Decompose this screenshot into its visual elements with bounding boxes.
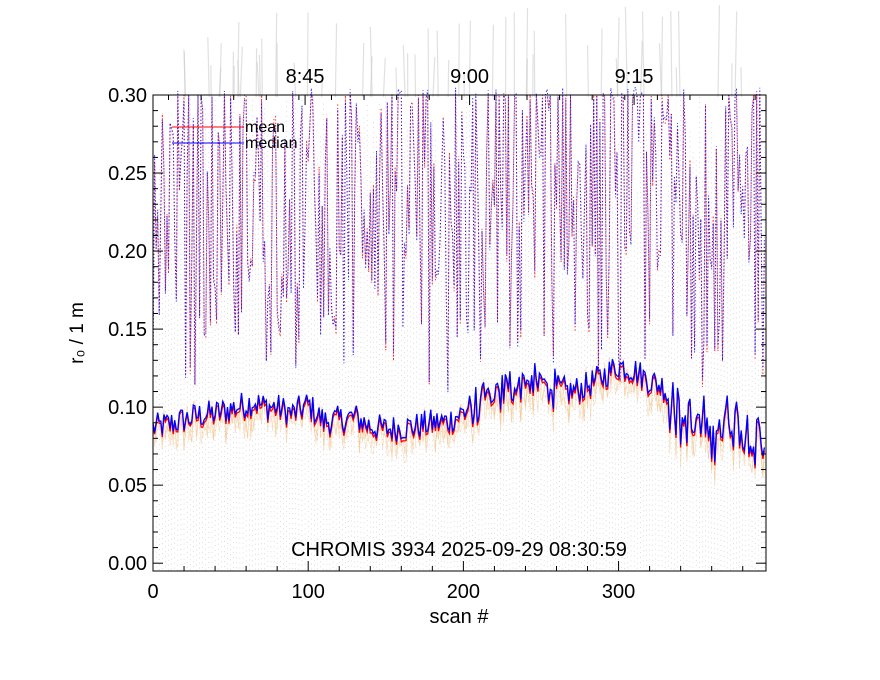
- overflow-spike: [436, 30, 439, 98]
- overflow-spike: [641, 11, 645, 98]
- overflow-spike: [640, 40, 643, 98]
- overflow-spike: [468, 20, 471, 98]
- overflow-spike: [616, 17, 620, 98]
- overflow-spike: [382, 57, 386, 98]
- overflow-spike: [275, 12, 278, 98]
- y-tick-label: 0.25: [108, 163, 147, 185]
- series-lines: [152, 359, 766, 469]
- median-max-trace: [152, 85, 765, 392]
- axis-tick-labels: 0 100 200 300 0.00 0.05 0.10 0.15 0.20 0.25 0.30 8:…: [108, 66, 653, 603]
- overflow-spike: [670, 11, 673, 98]
- legend: mean median: [172, 119, 297, 152]
- y-tick-label: 0.10: [108, 397, 147, 419]
- top-tick-label: 8:45: [286, 66, 325, 88]
- overflow-spike: [675, 67, 678, 98]
- overflow-spike: [432, 57, 436, 98]
- top-tick-label: 9:00: [450, 66, 489, 88]
- overflow-spike: [293, 62, 297, 98]
- overflow-spike: [258, 54, 261, 98]
- overflow-spike: [369, 26, 373, 98]
- axis-ticks: [152, 94, 766, 571]
- overflow-spike: [491, 24, 494, 98]
- top-tick-label: 9:15: [615, 66, 654, 88]
- overflow-spike: [660, 16, 664, 98]
- x-tick-label: 0: [147, 581, 158, 603]
- legend-median-label: median: [245, 135, 297, 152]
- overflow-spike: [218, 68, 222, 98]
- overflow-spike: [677, 10, 681, 98]
- y-tick-label: 0.00: [108, 553, 147, 575]
- y-axis-label: r₀ / 1 m: [67, 302, 88, 364]
- overflow-spike: [306, 12, 309, 98]
- overflow-spike: [362, 42, 365, 98]
- background-subfield-traces: [152, 5, 765, 571]
- y-tick-label: 0.15: [108, 319, 147, 341]
- overflow-spike: [334, 23, 338, 98]
- subfield-trace: [152, 358, 765, 487]
- overflow-spike: [207, 37, 210, 98]
- mean-max-trace: [152, 94, 765, 388]
- legend-mean-label: mean: [245, 119, 285, 136]
- overflow-spike: [402, 45, 406, 98]
- x-tick-label: 300: [602, 581, 635, 603]
- x-tick-label: 200: [447, 581, 480, 603]
- overflow-spike: [717, 5, 721, 98]
- chart-annotation-title: CHROMIS 3934 2025-09-29 08:30:59: [291, 539, 627, 561]
- overflow-spike: [624, 6, 628, 98]
- y-tick-label: 0.30: [108, 85, 147, 107]
- median-line: [152, 359, 766, 466]
- overflow-spike: [256, 61, 260, 98]
- overflow-spike: [395, 67, 398, 98]
- overflow-spike: [320, 73, 324, 98]
- overflow-spike: [740, 67, 743, 98]
- dotted-max-traces: [152, 85, 765, 392]
- overflow-spike: [261, 38, 263, 98]
- overflow-spike: [658, 43, 663, 98]
- overflow-spike: [525, 7, 529, 98]
- overflow-spike: [239, 46, 243, 98]
- overflow-spike: [586, 45, 589, 98]
- overflow-spike: [565, 13, 568, 98]
- x-axis-label: scan #: [430, 606, 490, 628]
- plot-frame: [152, 94, 767, 572]
- y-tick-label: 0.20: [108, 241, 147, 263]
- overflow-spike: [183, 52, 186, 98]
- y-tick-label: 0.05: [108, 475, 147, 497]
- overflow-spike: [600, 28, 603, 98]
- x-tick-label: 100: [292, 581, 325, 603]
- overflow-spike: [447, 59, 450, 98]
- overflow-spike: [237, 22, 240, 98]
- overflow-spike: [734, 11, 738, 98]
